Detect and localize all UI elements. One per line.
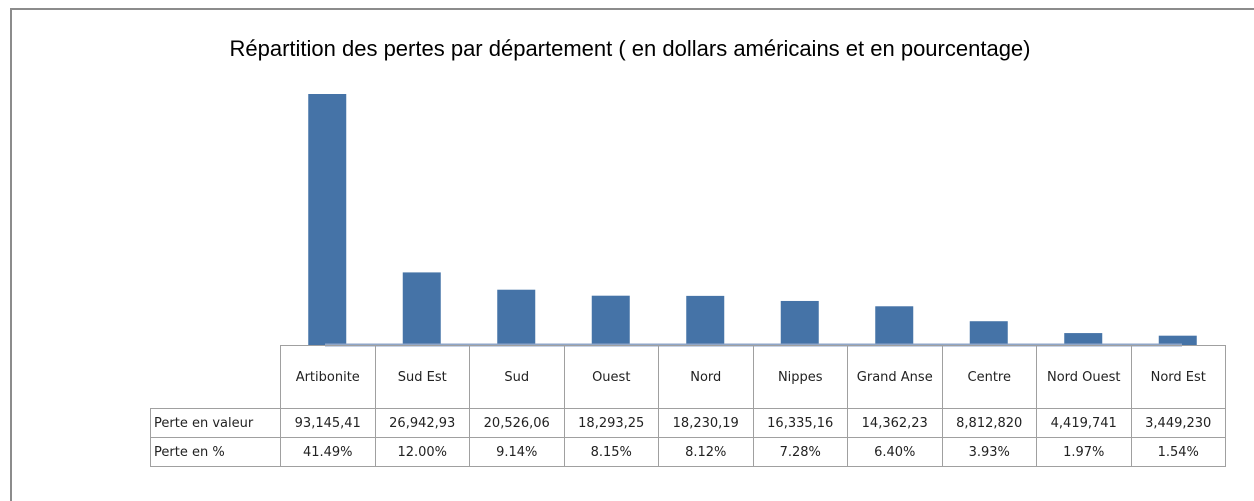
value-cell: 3,449,230 [1130, 408, 1226, 438]
category-label: Nord Est [1130, 345, 1226, 409]
category-label: Sud [469, 345, 565, 409]
value-row: Perte en valeur 93,145,41 26,942,93 20,526,… [150, 408, 1226, 438]
chart-frame [10, 8, 1254, 501]
data-label: 6.40% [847, 437, 943, 467]
bar [1158, 335, 1197, 345]
value-cell: 18,293,25 [563, 408, 659, 438]
data-label: 8.15% [563, 437, 659, 467]
data-label: 7.28% [752, 437, 848, 467]
bar [686, 295, 725, 345]
value-cell: 16,335,16 [752, 408, 848, 438]
percent-row: Perte en % 41.49% 12.00% 9.14% 8.15% 8.12% 7.2… [150, 437, 1226, 467]
category-label: Nippes [752, 345, 848, 409]
data-table: Artibonite Sud Est Sud Ouest Nord Nippes Grand… [150, 345, 1226, 467]
chart-title: Répartition des pertes par département (… [229, 36, 1031, 61]
bar [591, 295, 630, 345]
value-cell: 8,812,820 [941, 408, 1037, 438]
bar [1064, 333, 1103, 345]
data-label: 12.00% [374, 437, 470, 467]
data-label: 1.54% [1130, 437, 1226, 467]
bar [497, 289, 536, 345]
category-label: Centre [941, 345, 1037, 409]
value-cell: 93,145,41 [280, 408, 376, 438]
bar [308, 94, 347, 345]
category-label: Grand Anse [847, 345, 943, 409]
row-label: Perte en valeur [150, 408, 281, 438]
value-cell: 4,419,741 [1036, 408, 1132, 438]
value-cell: 20,526,06 [469, 408, 565, 438]
value-cell: 14,362,23 [847, 408, 943, 438]
header-row: Artibonite Sud Est Sud Ouest Nord Nippes Grand… [150, 345, 1226, 409]
blank-cell [150, 345, 281, 409]
bar [875, 306, 914, 345]
bar [780, 300, 819, 345]
data-label: 1.97% [1036, 437, 1132, 467]
bar [402, 272, 441, 345]
category-label: Artibonite [280, 345, 376, 409]
row-label: Perte en % [150, 437, 281, 467]
value-cell: 18,230,19 [658, 408, 754, 438]
category-label: Nord [658, 345, 754, 409]
value-cell: 26,942,93 [374, 408, 470, 438]
data-label: 3.93% [941, 437, 1037, 467]
data-label: 41.49% [280, 437, 376, 467]
category-label: Nord Ouest [1036, 345, 1132, 409]
category-label: Sud Est [374, 345, 470, 409]
data-label: 9.14% [469, 437, 565, 467]
data-label: 8.12% [658, 437, 754, 467]
category-label: Ouest [563, 345, 659, 409]
bar [969, 321, 1008, 345]
